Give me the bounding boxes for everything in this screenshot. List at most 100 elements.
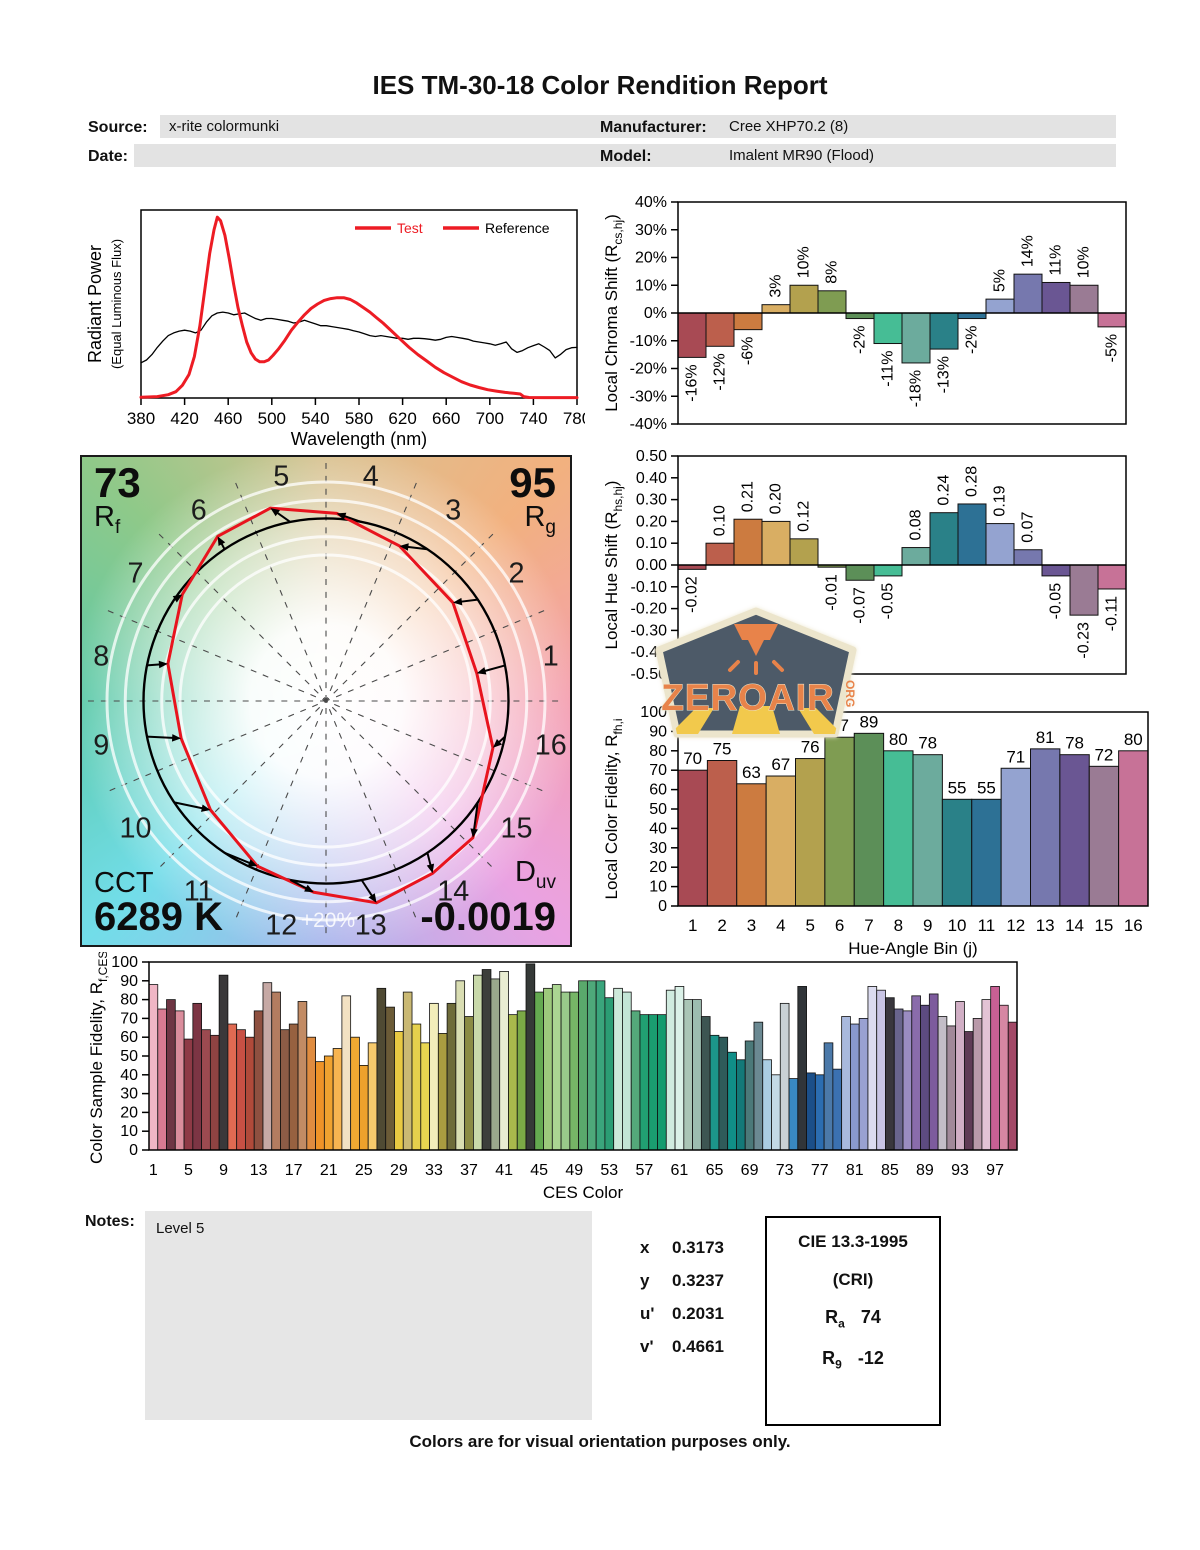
svg-text:540: 540	[301, 409, 329, 428]
svg-text:CES Color: CES Color	[543, 1183, 624, 1202]
chromaticity-y-label: y	[640, 1271, 650, 1290]
svg-text:-6%: -6%	[740, 337, 757, 365]
svg-text:-0.01: -0.01	[824, 574, 841, 611]
svg-text:-5%: -5%	[1104, 334, 1121, 362]
zeroair-watermark-logo: ZEROAIR ORG	[655, 607, 857, 738]
svg-text:700: 700	[476, 409, 504, 428]
chroma-shift-chart: 40% 30% 20% 10% 0% -10% -20% -30% -40% -16% -12% -6…	[600, 192, 1160, 440]
svg-text:80: 80	[1124, 730, 1143, 749]
svg-text:0.20: 0.20	[636, 513, 667, 530]
svg-text:2: 2	[509, 558, 525, 590]
cri-subtitle: (CRI)	[832, 1270, 874, 1289]
svg-text:90: 90	[649, 723, 667, 740]
svg-text:0.40: 0.40	[636, 470, 667, 487]
svg-text:69: 69	[741, 1162, 759, 1179]
svg-text:97: 97	[986, 1162, 1004, 1179]
svg-text:16: 16	[535, 730, 567, 762]
svg-text:7: 7	[127, 558, 143, 590]
svg-text:380: 380	[127, 409, 155, 428]
svg-text:-0.10: -0.10	[631, 579, 668, 596]
svg-text:16: 16	[1124, 916, 1143, 935]
svg-text:67: 67	[771, 755, 790, 774]
svg-text:-0.50: -0.50	[631, 666, 668, 683]
logo-wordmark: ZEROAIR	[661, 677, 835, 718]
cri-box: CIE 13.3-1995 (CRI) Ra 74 R9 -12	[765, 1216, 941, 1426]
cri-r9-row: R9 -12	[822, 1347, 884, 1372]
svg-text:660: 660	[432, 409, 460, 428]
svg-text:20%: 20%	[635, 250, 667, 267]
svg-text:5: 5	[273, 460, 289, 492]
svg-text:-2%: -2%	[964, 326, 981, 354]
svg-text:30: 30	[649, 840, 667, 857]
svg-text:29: 29	[390, 1162, 408, 1179]
svg-text:4: 4	[363, 460, 379, 492]
svg-text:12: 12	[1006, 916, 1025, 935]
svg-text:20: 20	[120, 1104, 138, 1121]
svg-text:-40%: -40%	[630, 416, 667, 433]
svg-text:-0.23: -0.23	[1076, 622, 1093, 659]
svg-text:50: 50	[649, 801, 667, 818]
cri-title: CIE 13.3-1995	[798, 1232, 908, 1251]
svg-text:13: 13	[1036, 916, 1055, 935]
cct-value: 6289 K	[94, 895, 223, 939]
cct-value-block: CCT 6289 K	[94, 867, 223, 939]
svg-text:460: 460	[214, 409, 242, 428]
svg-text:0: 0	[129, 1142, 138, 1159]
svg-text:6: 6	[191, 494, 207, 526]
svg-text:Color Sample Fidelity, Rf,CESi: Color Sample Fidelity, Rf,CESi	[87, 952, 110, 1164]
svg-text:1: 1	[149, 1162, 158, 1179]
svg-text:11%: 11%	[1048, 245, 1065, 276]
svg-text:9: 9	[93, 730, 109, 762]
svg-text:420: 420	[170, 409, 198, 428]
svg-text:65: 65	[706, 1162, 724, 1179]
hue-shift-chart: 0.50 0.40 0.30 0.20 0.10 0.00 -0.10 -0.20 -0.30-…	[600, 446, 1160, 686]
rf-value-block: 73 Rf	[94, 462, 141, 542]
spd-chart: 380 420 460 500 540 580 620 660 700 740 780 Wavelen…	[85, 198, 585, 450]
rf-label: R	[94, 501, 115, 533]
svg-text:20: 20	[649, 859, 667, 876]
svg-text:53: 53	[600, 1162, 618, 1179]
svg-text:14: 14	[1065, 916, 1084, 935]
svg-text:37: 37	[460, 1162, 478, 1179]
svg-text:71: 71	[1006, 747, 1025, 766]
svg-text:Radiant Power: Radiant Power	[85, 245, 105, 363]
manufacturer-label: Manufacturer:	[600, 119, 707, 136]
svg-text:620: 620	[388, 409, 416, 428]
chromaticity-u-value: 0.2031	[672, 1304, 724, 1323]
notes-field: Level 5	[145, 1211, 592, 1420]
svg-text:0.08: 0.08	[908, 509, 925, 540]
svg-text:4: 4	[776, 916, 785, 935]
footer-note: Colors are for visual orientation purpos…	[409, 1432, 791, 1451]
svg-text:-0.30: -0.30	[631, 622, 668, 639]
svg-text:-0.07: -0.07	[852, 587, 869, 624]
svg-text:55: 55	[977, 778, 996, 797]
svg-text:740: 740	[519, 409, 547, 428]
svg-text:0.12: 0.12	[796, 501, 813, 532]
svg-text:15: 15	[1094, 916, 1113, 935]
svg-text:89: 89	[916, 1162, 934, 1179]
svg-text:10%: 10%	[635, 277, 667, 294]
svg-text:9: 9	[219, 1162, 228, 1179]
cri-r9-value: -12	[857, 1347, 884, 1368]
svg-text:0.21: 0.21	[740, 481, 757, 512]
svg-text:500: 500	[258, 409, 286, 428]
svg-text:41: 41	[495, 1162, 513, 1179]
svg-text:Hue-Angle Bin (j): Hue-Angle Bin (j)	[848, 939, 977, 958]
svg-text:5: 5	[805, 916, 814, 935]
local-fidelity-chart: 1009080706050403020100707563677687898078…	[600, 698, 1160, 960]
svg-text:57: 57	[635, 1162, 653, 1179]
svg-text:0.00: 0.00	[636, 557, 667, 574]
svg-text:89: 89	[859, 712, 878, 731]
cct-label: CCT	[94, 867, 154, 899]
model-field: Imalent MR90 (Flood)	[720, 144, 1116, 167]
svg-text:70: 70	[649, 762, 667, 779]
chromaticity-x-label: x	[640, 1238, 650, 1257]
chromaticity-v-value: 0.4661	[672, 1337, 724, 1356]
svg-text:10%: 10%	[1076, 246, 1093, 278]
svg-text:25: 25	[355, 1162, 373, 1179]
svg-text:14: 14	[437, 876, 469, 908]
svg-text:78: 78	[918, 734, 937, 753]
svg-text:Wavelength (nm): Wavelength (nm)	[291, 429, 427, 449]
svg-text:21: 21	[320, 1162, 338, 1179]
